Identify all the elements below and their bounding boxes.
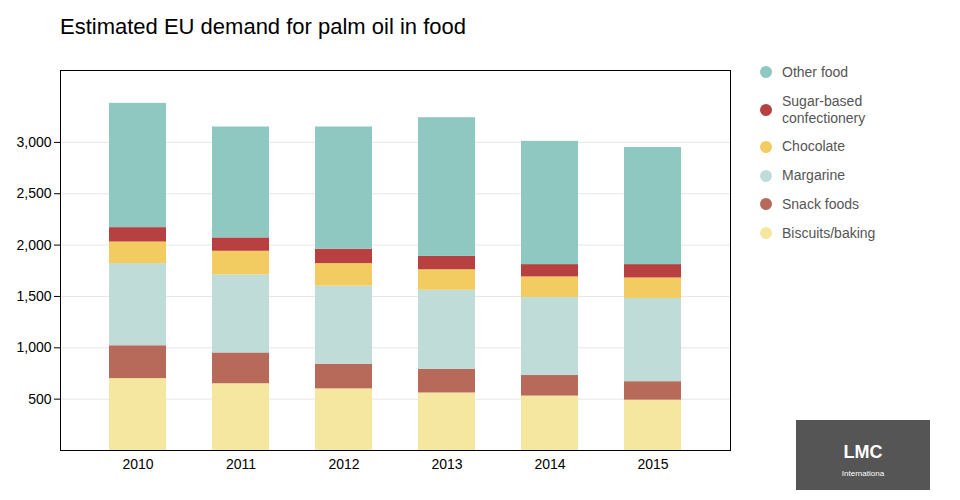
svg-text:2011: 2011 — [226, 456, 256, 472]
html-text:Other food: Other food — [782, 64, 849, 80]
html-text:Biscuits/baking: Biscuits/baking — [782, 224, 876, 241]
svg-text:2,000: 2,000 — [16, 237, 51, 253]
html-text:Estimated EU demand for palm o: Estimated EU demand for palm oil in food — [60, 14, 466, 39]
svg-text:2014: 2014 — [534, 456, 565, 472]
svg-text:2010: 2010 — [122, 456, 153, 472]
svg-text:1,500: 1,500 — [16, 288, 51, 304]
html-text:Margarine: Margarine — [782, 167, 845, 184]
html-text:Snack foods: Snack foods — [782, 196, 860, 212]
svg-text:2015: 2015 — [637, 456, 668, 472]
html-text:Internationa: Internationa — [841, 469, 885, 478]
svg-text:1,000: 1,000 — [16, 339, 51, 355]
svg-text:2012: 2012 — [328, 456, 359, 472]
svg-text:2,500: 2,500 — [16, 185, 51, 201]
html-text:Sugar-based confectionery: Sugar-based confectionery — [782, 92, 866, 126]
svg-text:2013: 2013 — [431, 456, 462, 472]
html-text:Chocolate: Chocolate — [782, 138, 845, 155]
svg-text:500: 500 — [28, 391, 52, 407]
svg-text:3,000: 3,000 — [16, 134, 51, 150]
html-text:LMC: LMC — [843, 442, 883, 462]
